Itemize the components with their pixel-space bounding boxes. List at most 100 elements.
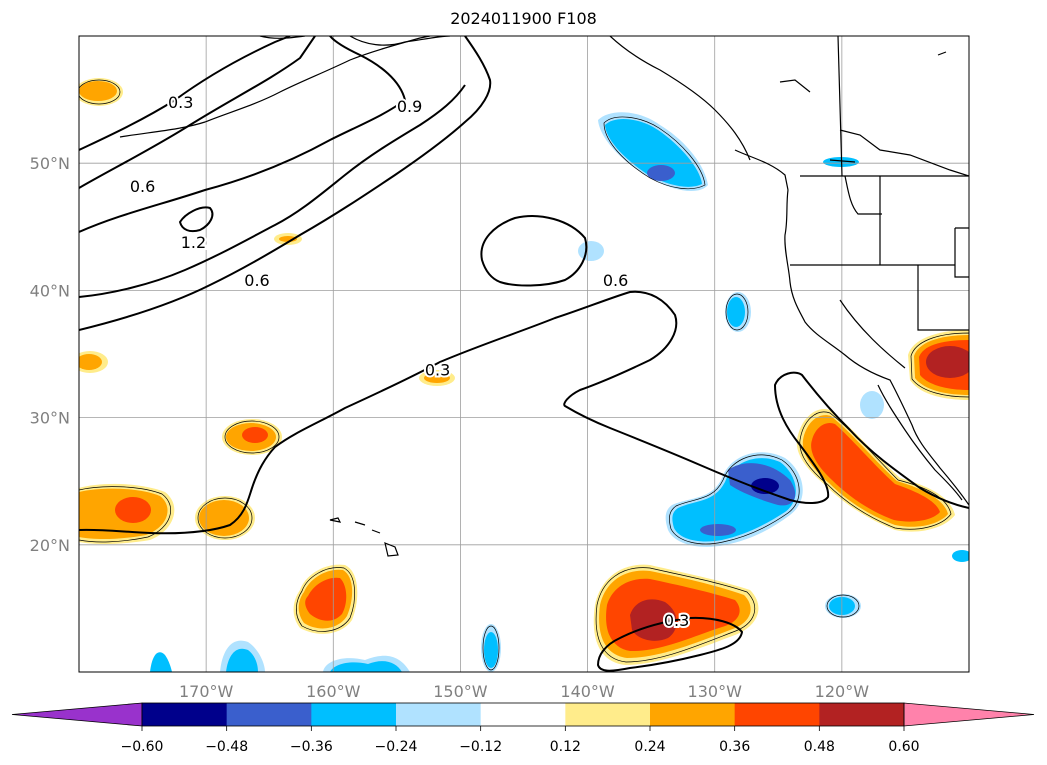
latitude-label: 50°N bbox=[30, 154, 70, 173]
anomaly-blob bbox=[226, 648, 258, 672]
bc-coast bbox=[734, 149, 789, 191]
island bbox=[779, 51, 947, 163]
contour-label: 0.3 bbox=[168, 93, 193, 112]
anomaly-outline bbox=[669, 454, 800, 545]
colorbar-label: −0.12 bbox=[459, 739, 502, 755]
contour-1.2 bbox=[178, 206, 214, 233]
anomaly-outline bbox=[224, 420, 280, 454]
contour-0.3-south bbox=[596, 616, 744, 672]
colorbar-label: 0.12 bbox=[550, 739, 581, 755]
graticule bbox=[79, 36, 969, 672]
colorbar-label: −0.48 bbox=[205, 739, 248, 755]
anomaly-outline bbox=[603, 116, 706, 190]
anomaly-blob bbox=[811, 422, 940, 522]
contour-label: 0.6 bbox=[130, 177, 155, 196]
anomaly-outline bbox=[79, 79, 121, 105]
longitude-tick-labels: 170°W 160°W 150°W 140°W 130°W 120°W bbox=[179, 682, 869, 701]
anomaly-blob bbox=[484, 632, 498, 668]
anomaly-outline bbox=[595, 567, 756, 663]
colorbar-bin bbox=[734, 703, 820, 726]
anomaly-outline bbox=[799, 411, 952, 530]
contour-0.6-loop bbox=[480, 215, 588, 287]
anomaly-outline bbox=[910, 332, 969, 398]
anomaly-blob bbox=[330, 661, 402, 672]
us-west-coast bbox=[784, 189, 969, 506]
colorbar-bin bbox=[650, 703, 736, 726]
map-title: 2024011900 F108 bbox=[450, 9, 597, 28]
colorbar-bin bbox=[142, 703, 228, 726]
anomaly-blob bbox=[115, 497, 151, 523]
anomaly-blob bbox=[199, 500, 249, 536]
colorbar-label: −0.60 bbox=[121, 739, 164, 755]
latitude-label: 30°N bbox=[30, 409, 70, 428]
anomaly-blob bbox=[424, 373, 450, 383]
latitude-tick-labels: 50°N 40°N 30°N 20°N bbox=[30, 154, 70, 555]
anomaly-blob bbox=[860, 391, 884, 419]
colorbar-frame bbox=[141, 702, 905, 727]
anomaly-outline bbox=[79, 486, 171, 543]
contour-label: 0.6 bbox=[603, 271, 628, 290]
longitude-label: 120°W bbox=[815, 682, 870, 701]
colorbar-bin bbox=[565, 703, 651, 726]
anomaly-blob bbox=[727, 297, 745, 327]
latitude-label: 40°N bbox=[30, 281, 70, 300]
aleutian-alaska-coast bbox=[119, 36, 431, 138]
longitude-label: 170°W bbox=[179, 682, 234, 701]
colorbar: −0.60 −0.48 −0.36 −0.24 −0.12 0.12 0.24 0.36 0.4… bbox=[11, 702, 1035, 755]
contour-labels: 0.3 0.6 0.9 1.2 0.6 0.6 0.3 0.3 bbox=[128, 91, 691, 632]
longitude-label: 150°W bbox=[433, 682, 488, 701]
hawaii-islands bbox=[329, 517, 399, 557]
anomaly-blob bbox=[647, 165, 675, 181]
anomaly-blob bbox=[605, 118, 702, 187]
colorbar-extend-low bbox=[11, 702, 143, 727]
latitude-label: 20°N bbox=[30, 536, 70, 555]
colorbar-bin bbox=[819, 703, 905, 726]
anomaly-blob bbox=[242, 427, 268, 443]
anomaly-blob bbox=[578, 241, 604, 261]
anomaly-outline bbox=[197, 497, 253, 539]
anomaly-blob bbox=[952, 550, 969, 562]
contour-0.3-central bbox=[79, 290, 969, 535]
colorbar-bin bbox=[311, 703, 397, 726]
colorbar-extend-high bbox=[903, 702, 1035, 727]
contour-lines bbox=[79, 36, 969, 672]
anomaly-outline bbox=[296, 567, 355, 632]
contour-0.6-north bbox=[79, 36, 316, 189]
longitude-label: 130°W bbox=[688, 682, 743, 701]
coastline bbox=[119, 36, 969, 557]
longitude-label: 160°W bbox=[306, 682, 361, 701]
anomaly-outlines bbox=[79, 79, 969, 671]
anomaly-blob bbox=[926, 346, 969, 378]
contour-label: 0.9 bbox=[397, 97, 422, 116]
colorbar-label: 0.48 bbox=[804, 739, 835, 755]
colorbar-bin bbox=[226, 703, 312, 726]
anomaly-blob bbox=[150, 652, 172, 672]
contour-0.6-south bbox=[79, 36, 492, 331]
shaded-anomaly-field bbox=[79, 78, 969, 672]
state-border bbox=[790, 36, 969, 369]
anomaly-blob bbox=[305, 577, 347, 621]
anomaly-outline bbox=[826, 594, 860, 618]
colorbar-bin bbox=[396, 703, 482, 726]
contour-0.6-lower bbox=[79, 84, 466, 298]
anomaly-blob bbox=[751, 478, 779, 494]
anomaly-outline bbox=[482, 625, 500, 671]
alaska-panhandle bbox=[609, 36, 751, 161]
anomaly-blob bbox=[79, 354, 102, 370]
colorbar-label: −0.24 bbox=[375, 739, 418, 755]
anomaly-blob bbox=[79, 81, 117, 101]
anomaly-blob bbox=[700, 524, 736, 536]
colorbar-label: 0.36 bbox=[719, 739, 750, 755]
anomaly-blob bbox=[630, 599, 677, 641]
map-frame bbox=[78, 35, 970, 673]
longitude-label: 140°W bbox=[560, 682, 615, 701]
anomaly-outline bbox=[725, 293, 749, 331]
colorbar-label: −0.36 bbox=[290, 739, 333, 755]
baja-coast bbox=[877, 384, 963, 501]
contour-label: 0.6 bbox=[244, 271, 269, 290]
contour-label: 0.3 bbox=[664, 611, 689, 630]
colorbar-label: 0.24 bbox=[634, 739, 665, 755]
colorbar-bin bbox=[480, 703, 566, 726]
contour-0.9 bbox=[79, 36, 407, 233]
